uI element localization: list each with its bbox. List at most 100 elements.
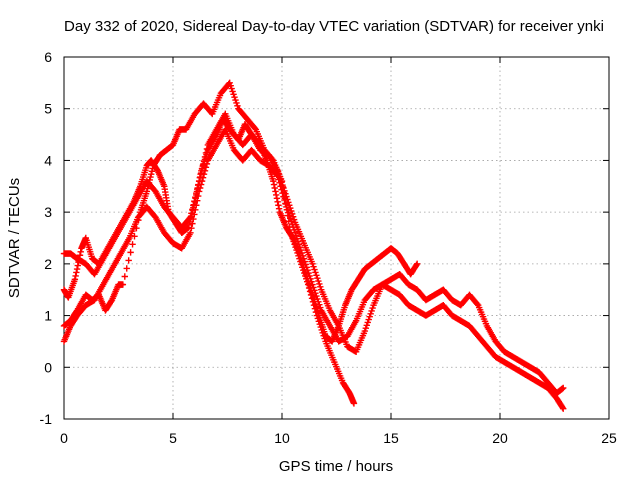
data-point xyxy=(280,189,288,196)
y-axis-label: SDTVAR / TECUs xyxy=(6,178,23,298)
data-point xyxy=(202,149,210,157)
data-point xyxy=(278,177,286,185)
data-point xyxy=(303,275,310,282)
data-point xyxy=(299,264,306,271)
data-point xyxy=(309,298,317,305)
data-point xyxy=(314,275,321,282)
data-point xyxy=(315,318,323,325)
data-point xyxy=(313,272,320,279)
data-point xyxy=(74,262,82,269)
data-point xyxy=(413,261,420,269)
data-point xyxy=(317,323,324,331)
data-point xyxy=(309,260,316,268)
data-point xyxy=(313,312,321,319)
data-point xyxy=(200,157,208,165)
data-point xyxy=(228,85,235,92)
data-point xyxy=(296,255,303,262)
data-point xyxy=(306,288,314,295)
y-tick-label: 4 xyxy=(44,152,52,168)
y-tick-label: 5 xyxy=(44,101,52,117)
data-point xyxy=(272,191,280,199)
y-tick-label: 2 xyxy=(44,256,52,272)
data-point xyxy=(368,307,375,315)
data-point xyxy=(285,218,292,225)
data-point xyxy=(366,313,373,320)
data-point xyxy=(316,320,323,328)
data-point xyxy=(190,202,197,209)
data-point xyxy=(310,263,317,270)
data-point xyxy=(189,206,196,213)
data-point xyxy=(312,308,320,316)
data-point xyxy=(145,179,153,187)
data-point xyxy=(284,212,292,219)
data-point xyxy=(230,91,237,98)
data-point xyxy=(317,283,324,291)
data-point xyxy=(275,205,283,212)
data-point xyxy=(203,160,211,168)
data-point xyxy=(274,198,281,205)
data-point xyxy=(194,181,202,189)
data-point xyxy=(283,206,291,214)
data-point xyxy=(148,171,155,178)
data-point xyxy=(251,125,259,132)
data-point xyxy=(298,261,305,268)
data-point xyxy=(121,273,128,280)
data-point xyxy=(300,266,307,274)
data-point xyxy=(304,281,312,288)
data-point xyxy=(308,295,316,302)
data-point xyxy=(188,210,195,217)
data-point xyxy=(127,249,134,256)
x-axis-label: GPS time / hours xyxy=(279,458,393,475)
data-point xyxy=(71,276,79,283)
data-point xyxy=(312,289,319,297)
y-tick-label: 0 xyxy=(44,359,52,375)
data-point xyxy=(297,258,304,265)
data-point xyxy=(187,214,194,221)
data-point xyxy=(271,184,278,192)
data-point xyxy=(294,249,301,257)
data-point xyxy=(367,310,374,318)
data-point xyxy=(560,405,567,412)
data-point xyxy=(123,265,130,272)
data-point xyxy=(320,332,327,339)
x-tick-label: 0 xyxy=(60,430,68,446)
data-point xyxy=(361,327,369,335)
data-point xyxy=(281,195,289,202)
data-point xyxy=(295,252,302,260)
data-point xyxy=(369,304,376,312)
data-point xyxy=(200,171,208,178)
data-point xyxy=(147,173,154,181)
data-point xyxy=(293,246,300,254)
data-point xyxy=(270,177,277,185)
data-point xyxy=(73,269,80,276)
data-point xyxy=(273,195,281,202)
x-tick-label: 10 xyxy=(274,430,290,446)
data-point xyxy=(314,315,322,322)
data-point xyxy=(311,266,318,273)
data-point xyxy=(364,319,371,326)
data-point xyxy=(560,384,567,392)
data-point xyxy=(119,281,127,288)
data-point xyxy=(301,269,308,277)
data-point xyxy=(269,156,276,163)
data-point xyxy=(290,216,298,223)
data-point xyxy=(302,272,309,280)
data-point xyxy=(198,165,206,173)
data-point xyxy=(148,168,156,175)
data-point xyxy=(201,153,209,161)
data-point xyxy=(363,322,370,329)
data-point xyxy=(288,207,295,215)
data-point xyxy=(232,96,239,104)
data-point xyxy=(288,210,296,218)
data-point xyxy=(311,287,318,294)
data-point xyxy=(188,225,195,232)
data-point xyxy=(279,183,287,191)
data-point xyxy=(226,79,233,87)
data-point xyxy=(195,177,203,185)
data-point xyxy=(316,280,323,288)
data-point xyxy=(191,211,198,218)
series-track-1 xyxy=(60,115,421,345)
data-point xyxy=(77,248,84,255)
data-point xyxy=(143,188,151,195)
data-point xyxy=(287,204,294,212)
